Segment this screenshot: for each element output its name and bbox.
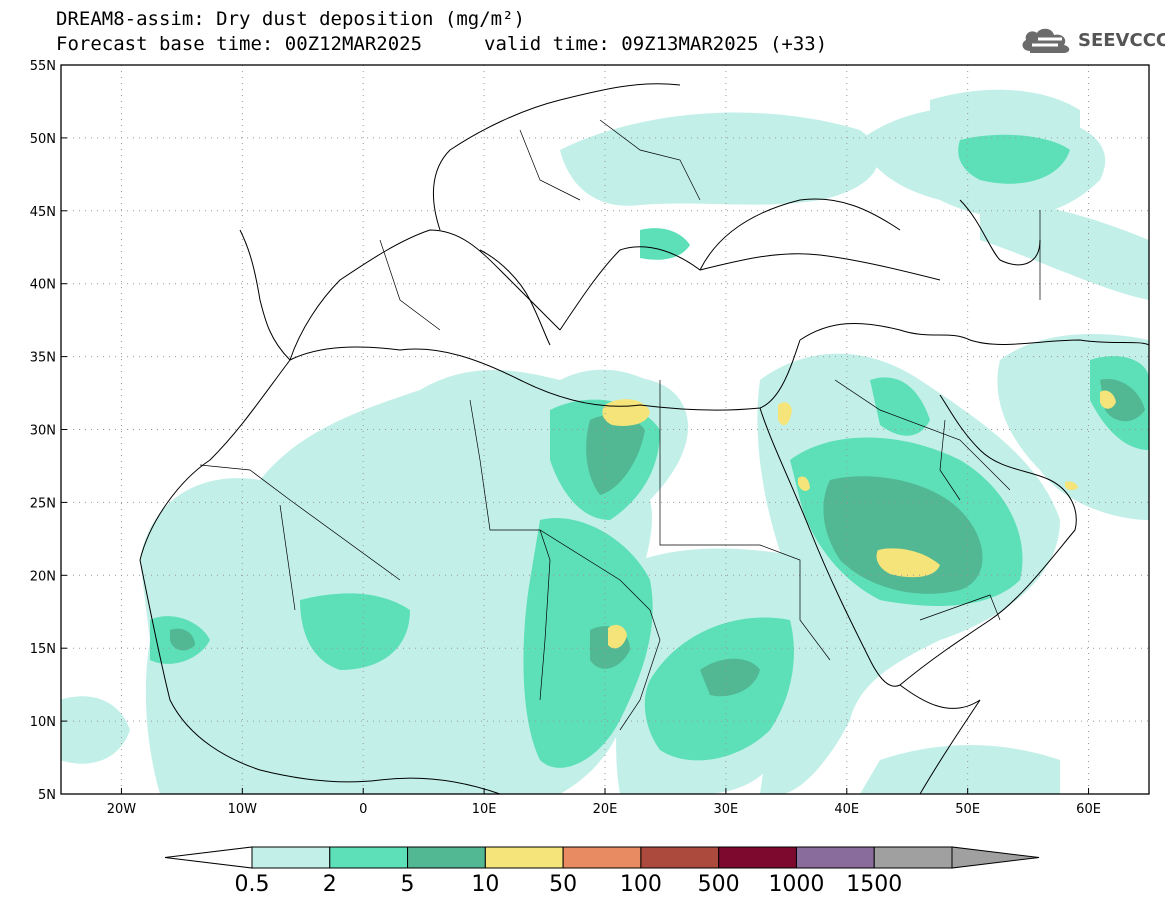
colorbar-swatch: [873, 846, 953, 869]
deposition-level-5: [170, 379, 1145, 697]
colorbar-level-label: 1500: [846, 872, 902, 897]
latitude-axis: 55N 50N 45N 40N 35N 30N 25N 20N 15N 10N 5N: [30, 59, 67, 803]
y-tick-label: 45N: [30, 205, 56, 220]
colorbar-swatch: [407, 846, 486, 869]
y-tick-label: 40N: [30, 278, 56, 293]
x-tick-label: 0: [359, 802, 367, 817]
y-tick-label: 20N: [30, 569, 56, 584]
x-tick-label: 20E: [593, 802, 618, 817]
y-tick-label: 50N: [30, 132, 56, 147]
deposition-field: [61, 89, 1149, 794]
logo-text: SEEVCCC: [1078, 29, 1165, 51]
x-tick-label: 10W: [228, 802, 258, 817]
y-tick-label: 25N: [30, 496, 56, 511]
coastlines: [139, 83, 1149, 794]
x-tick-label: 10E: [472, 802, 497, 817]
y-tick-label: 10N: [30, 715, 56, 730]
map-title: DREAM8-assim: Dry dust deposition (mg/m²…: [56, 8, 525, 30]
colorbar-level-label: 500: [698, 872, 740, 897]
forecast-base-time: Forecast base time: 00Z12MAR2025: [56, 33, 423, 55]
valid-time: valid time: 09Z13MAR2025 (+33): [484, 33, 828, 55]
colorbar-swatch: [795, 846, 875, 869]
seevccc-logo: SEEVCCC: [1018, 22, 1165, 58]
y-tick-label: 30N: [30, 424, 56, 439]
y-tick-label: 5N: [38, 788, 56, 803]
colorbar-swatch: [562, 846, 642, 869]
colorbar-swatch: [329, 846, 409, 869]
x-tick-label: 50E: [955, 802, 980, 817]
colorbar-level-label: 100: [620, 872, 662, 897]
colorbar-swatch: [484, 846, 564, 869]
colorbar-level-label: 1000: [768, 872, 824, 897]
colorbar-level-label: 5: [401, 872, 415, 897]
y-tick-label: 35N: [30, 351, 56, 366]
x-tick-label: 20W: [107, 802, 137, 817]
longitude-axis: 20W 10W 0 10E 20E 30E 40E 50E 60E: [107, 788, 1101, 817]
colorbar-swatch: [640, 846, 720, 869]
colorbar-swatch: [718, 846, 797, 869]
cloud-icon: [1022, 28, 1070, 53]
x-tick-label: 60E: [1076, 802, 1101, 817]
colorbar-level-label: 2: [323, 872, 337, 897]
colorbar-under-arrow: [164, 846, 253, 869]
x-tick-label: 30E: [714, 802, 739, 817]
colorbar-level-label: 50: [549, 872, 577, 897]
colorbar-level-label: 10: [471, 872, 499, 897]
x-tick-label: 40E: [834, 802, 859, 817]
colorbar-level-label: 0.5: [235, 872, 270, 897]
country-borders: [199, 119, 1041, 731]
y-tick-label: 55N: [30, 59, 56, 74]
y-tick-label: 15N: [30, 642, 56, 657]
colorbar: 0.5 2 5 10 50 100 500 1000 1500: [164, 846, 1040, 897]
colorbar-over-arrow: [951, 846, 1040, 869]
colorbar-swatch: [251, 846, 331, 869]
